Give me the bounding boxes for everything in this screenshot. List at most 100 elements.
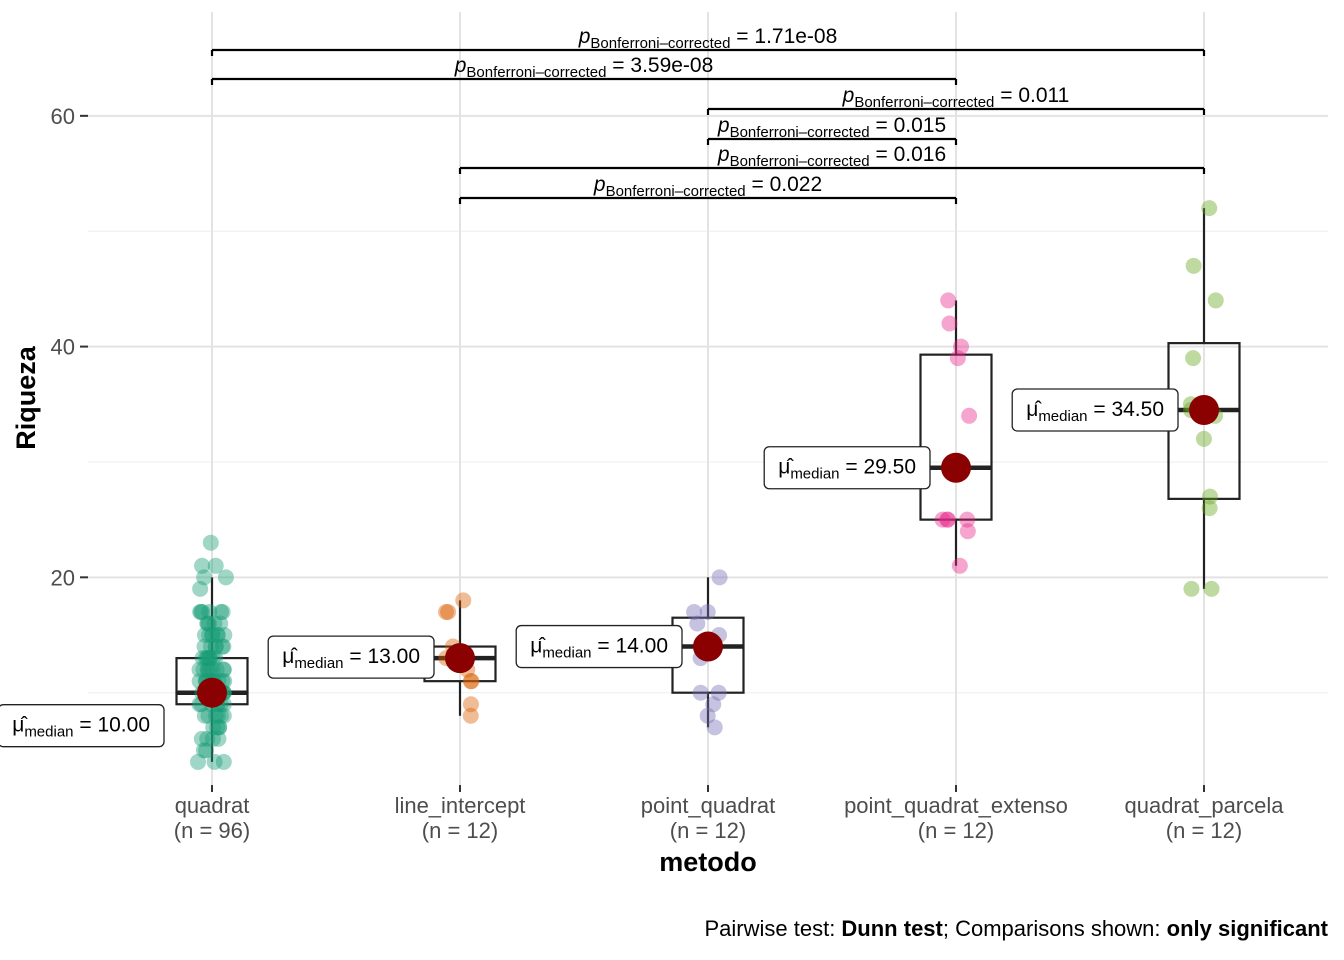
median-label-text: μ̂median = 29.50 [778, 456, 916, 483]
data-point [949, 350, 966, 367]
data-point [699, 707, 716, 724]
median-label: μ̂median = 14.00 [515, 624, 683, 669]
grid [88, 12, 1328, 785]
data-point [212, 603, 229, 620]
median-label-text: μ̂median = 34.50 [1026, 398, 1164, 425]
comparison-bracket: pBonferroni–corrected = 0.016 [458, 143, 1206, 174]
data-point [689, 615, 706, 632]
data-point [706, 719, 723, 736]
data-point [699, 603, 716, 620]
median-label-symbol: μ̂ [530, 635, 546, 658]
data-point [201, 661, 218, 678]
data-point [207, 707, 224, 724]
data-point [200, 661, 217, 678]
data-point [208, 661, 225, 678]
median-label-value: = 34.50 [1088, 398, 1164, 421]
comparison-bracket: pBonferroni–corrected = 0.011 [706, 84, 1206, 115]
p-value: = 3.59e-08 [606, 54, 713, 77]
data-point [710, 684, 727, 701]
data-point [215, 661, 232, 678]
data-point [207, 638, 224, 655]
median-label-box [763, 446, 931, 490]
median-label-value: = 10.00 [74, 714, 150, 737]
data-point [705, 696, 722, 713]
data-point [197, 650, 214, 667]
caption: Pairwise test: Dunn test; Comparisons sh… [704, 916, 1328, 941]
data-point [686, 603, 703, 620]
p-subscript: Bonferroni–corrected [606, 183, 746, 200]
median-marker [941, 452, 971, 483]
data-point [440, 603, 457, 620]
data-point [190, 753, 207, 770]
data-point [200, 615, 217, 632]
data-point [1207, 292, 1224, 309]
data-point [206, 753, 223, 770]
median-label-symbol: μ̂ [282, 645, 298, 668]
x-tick-label: line_intercept [395, 793, 526, 818]
median-label: μ̂median = 10.00 [0, 704, 165, 748]
p-value: = 0.016 [870, 143, 946, 166]
data-point [204, 627, 221, 644]
data-point [195, 661, 212, 678]
y-tick-label: 60 [51, 104, 75, 129]
median-label-text: μ̂median = 10.00 [12, 714, 150, 741]
median-label-symbol: μ̂ [12, 714, 28, 737]
p-subscript: Bonferroni–corrected [590, 35, 730, 52]
data-point [209, 627, 226, 644]
data-point [194, 557, 211, 574]
median-marker [693, 631, 723, 662]
y-tick-label: 40 [51, 335, 75, 360]
caption-part-2: Dunn test [841, 916, 943, 941]
box [919, 353, 993, 521]
pairwise-comparisons: pBonferroni–corrected = 1.71e-08pBonferr… [210, 25, 1206, 204]
median-marker [1189, 395, 1219, 426]
p-value: = 0.011 [994, 84, 1069, 107]
median-label: μ̂median = 13.00 [267, 635, 435, 679]
data-point [196, 707, 213, 724]
median-label-subscript: median [24, 724, 73, 741]
data-point [207, 650, 224, 667]
data-point [197, 627, 214, 644]
data-point [193, 603, 210, 620]
p-subscript: Bonferroni–corrected [730, 124, 870, 141]
p-symbol: p [578, 25, 591, 48]
x-tick-count-label: (n = 12) [1166, 818, 1242, 843]
data-point [210, 730, 227, 747]
data-point [939, 511, 956, 528]
median-marker [445, 643, 475, 674]
median-marker [197, 677, 227, 708]
data-point [199, 730, 216, 747]
p-value: = 0.022 [746, 173, 822, 196]
data-point [214, 638, 231, 655]
data-point [951, 557, 968, 574]
p-symbol: p [717, 114, 730, 137]
data-point [209, 627, 226, 644]
data-point [204, 661, 221, 678]
x-tick-label: quadrat [175, 793, 250, 818]
data-point [196, 569, 213, 586]
median-label-subscript: median [542, 645, 591, 662]
data-point [215, 638, 232, 655]
median-label-box [0, 704, 165, 748]
data-point [204, 730, 221, 747]
caption-part-4: only significant [1167, 916, 1329, 941]
data-point [209, 719, 226, 736]
data-point [200, 707, 217, 724]
data-point [462, 707, 479, 724]
data-point [199, 650, 216, 667]
data-point [1201, 488, 1218, 505]
x-tick-count-label: (n = 12) [918, 818, 994, 843]
median-label-text: μ̂median = 13.00 [282, 645, 420, 672]
p-subscript: Bonferroni–corrected [730, 153, 870, 170]
median-label-subscript: median [1038, 408, 1087, 425]
data-point [211, 719, 228, 736]
p-symbol: p [717, 143, 730, 166]
data-point [202, 638, 219, 655]
data-point [198, 742, 215, 759]
caption-part-3: ; Comparisons shown: [943, 916, 1167, 941]
y-tick-label: 20 [51, 565, 75, 590]
x-tick-label: point_quadrat_extenso [844, 793, 1068, 818]
data-point [959, 523, 976, 540]
median-label-text: μ̂median = 14.00 [530, 635, 668, 662]
